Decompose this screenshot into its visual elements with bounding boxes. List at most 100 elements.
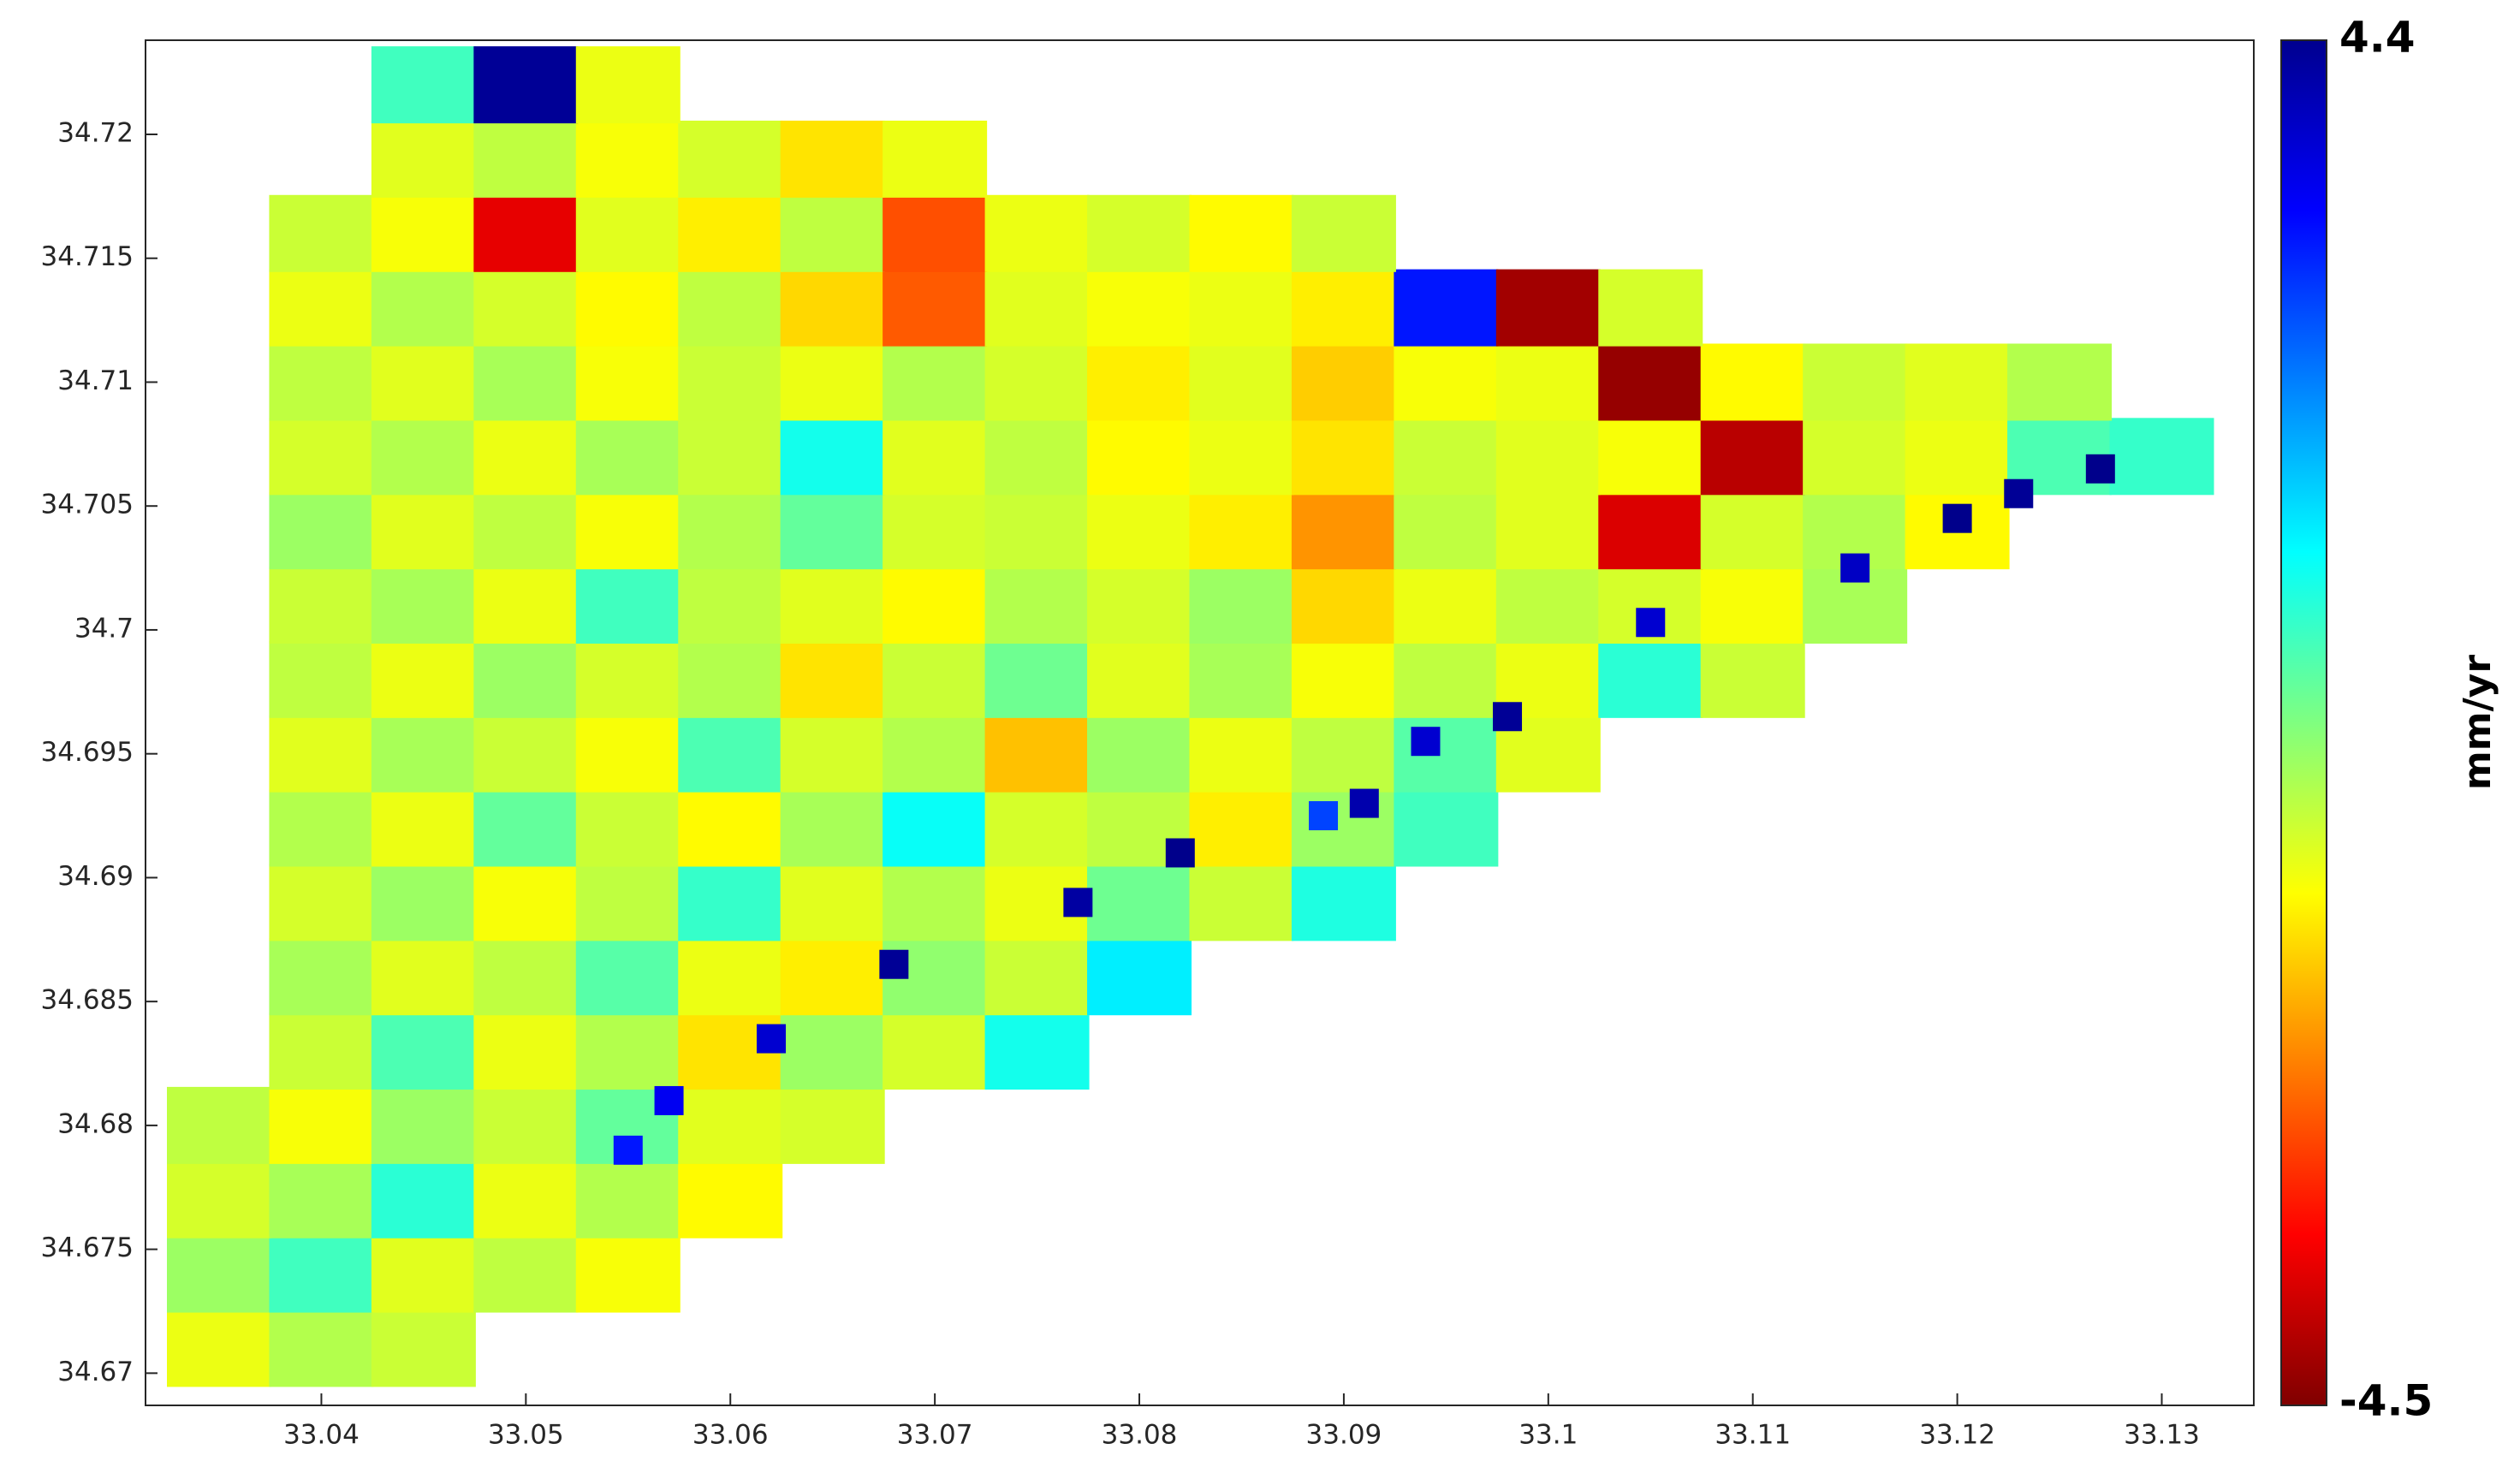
point — [1087, 715, 1192, 793]
point — [1598, 640, 1703, 718]
point — [575, 864, 681, 941]
point — [371, 1310, 476, 1387]
point — [473, 567, 579, 644]
point — [371, 46, 476, 124]
point — [1493, 702, 1523, 732]
point — [678, 120, 783, 198]
point — [473, 194, 579, 272]
point — [1394, 789, 1499, 867]
point — [1165, 838, 1195, 868]
point — [1598, 492, 1703, 570]
point — [883, 715, 988, 793]
point — [269, 492, 374, 570]
point — [1495, 343, 1601, 421]
y-tick-label: 34.705 — [41, 490, 134, 520]
point — [984, 789, 1090, 867]
point — [371, 715, 476, 793]
point — [678, 492, 783, 570]
point — [883, 269, 988, 347]
point — [984, 492, 1090, 570]
point — [371, 567, 476, 644]
point — [473, 640, 579, 718]
point — [780, 269, 885, 347]
point — [1291, 715, 1396, 793]
point — [575, 194, 681, 272]
x-tick-label: 33.11 — [1715, 1420, 1791, 1451]
point — [2085, 454, 2115, 484]
y-tick-label: 34.695 — [41, 737, 134, 768]
point — [473, 789, 579, 867]
point — [678, 343, 783, 421]
point — [269, 194, 374, 272]
x-tick-label: 33.13 — [2124, 1420, 2200, 1451]
point — [575, 567, 681, 644]
point — [2004, 478, 2034, 508]
point — [1189, 864, 1294, 941]
point — [1495, 492, 1601, 570]
points — [167, 46, 2214, 1387]
point — [780, 864, 885, 941]
point — [269, 567, 374, 644]
x-tick-label: 33.1 — [1519, 1420, 1578, 1451]
point — [473, 864, 579, 941]
point — [1291, 269, 1396, 347]
point — [1598, 343, 1703, 421]
point — [1905, 343, 2010, 421]
plot-frame — [145, 39, 2255, 1406]
point — [371, 640, 476, 718]
point — [269, 418, 374, 496]
point — [883, 1013, 988, 1090]
point — [1087, 938, 1192, 1016]
point — [984, 938, 1090, 1016]
x-tick-label: 33.08 — [1102, 1420, 1178, 1451]
point — [1087, 492, 1192, 570]
point — [1394, 715, 1499, 793]
point — [269, 1086, 374, 1164]
point — [371, 1235, 476, 1313]
point — [269, 715, 374, 793]
point — [1394, 418, 1499, 496]
point — [1291, 343, 1396, 421]
point — [1189, 715, 1294, 793]
point — [1291, 640, 1396, 718]
point — [613, 1135, 643, 1165]
point — [1411, 727, 1441, 757]
colorbar-label: mm/yr — [2456, 655, 2499, 790]
point — [269, 1310, 374, 1387]
point — [575, 120, 681, 198]
axes: 33.04 33.05 33.06 33.07 33.08 33.09 33.1 33.11 3… — [41, 118, 2200, 1451]
point — [883, 194, 988, 272]
point — [780, 1086, 885, 1164]
point — [473, 120, 579, 198]
point — [371, 492, 476, 570]
point — [1700, 343, 1805, 421]
point — [883, 120, 988, 198]
point — [1189, 194, 1294, 272]
point — [371, 418, 476, 496]
point — [780, 418, 885, 496]
point — [473, 46, 579, 124]
point — [1700, 567, 1805, 644]
x-tick-label: 33.07 — [897, 1420, 973, 1451]
point — [371, 864, 476, 941]
point — [883, 864, 988, 941]
x-tick-label: 33.05 — [488, 1420, 564, 1451]
point — [780, 1013, 885, 1090]
point — [2007, 343, 2113, 421]
point — [883, 418, 988, 496]
y-tick-label: 34.68 — [57, 1108, 134, 1139]
point — [1189, 343, 1294, 421]
point — [473, 1086, 579, 1164]
point — [984, 715, 1090, 793]
colorbar-min: -4.5 — [2339, 1376, 2433, 1426]
point — [1291, 567, 1396, 644]
point — [1495, 418, 1601, 496]
y-tick-label: 34.7 — [74, 613, 134, 644]
x-tick-label: 33.09 — [1306, 1420, 1382, 1451]
point — [473, 715, 579, 793]
point — [1063, 888, 1093, 918]
point — [984, 567, 1090, 644]
colorbar — [2280, 39, 2327, 1406]
point — [780, 640, 885, 718]
